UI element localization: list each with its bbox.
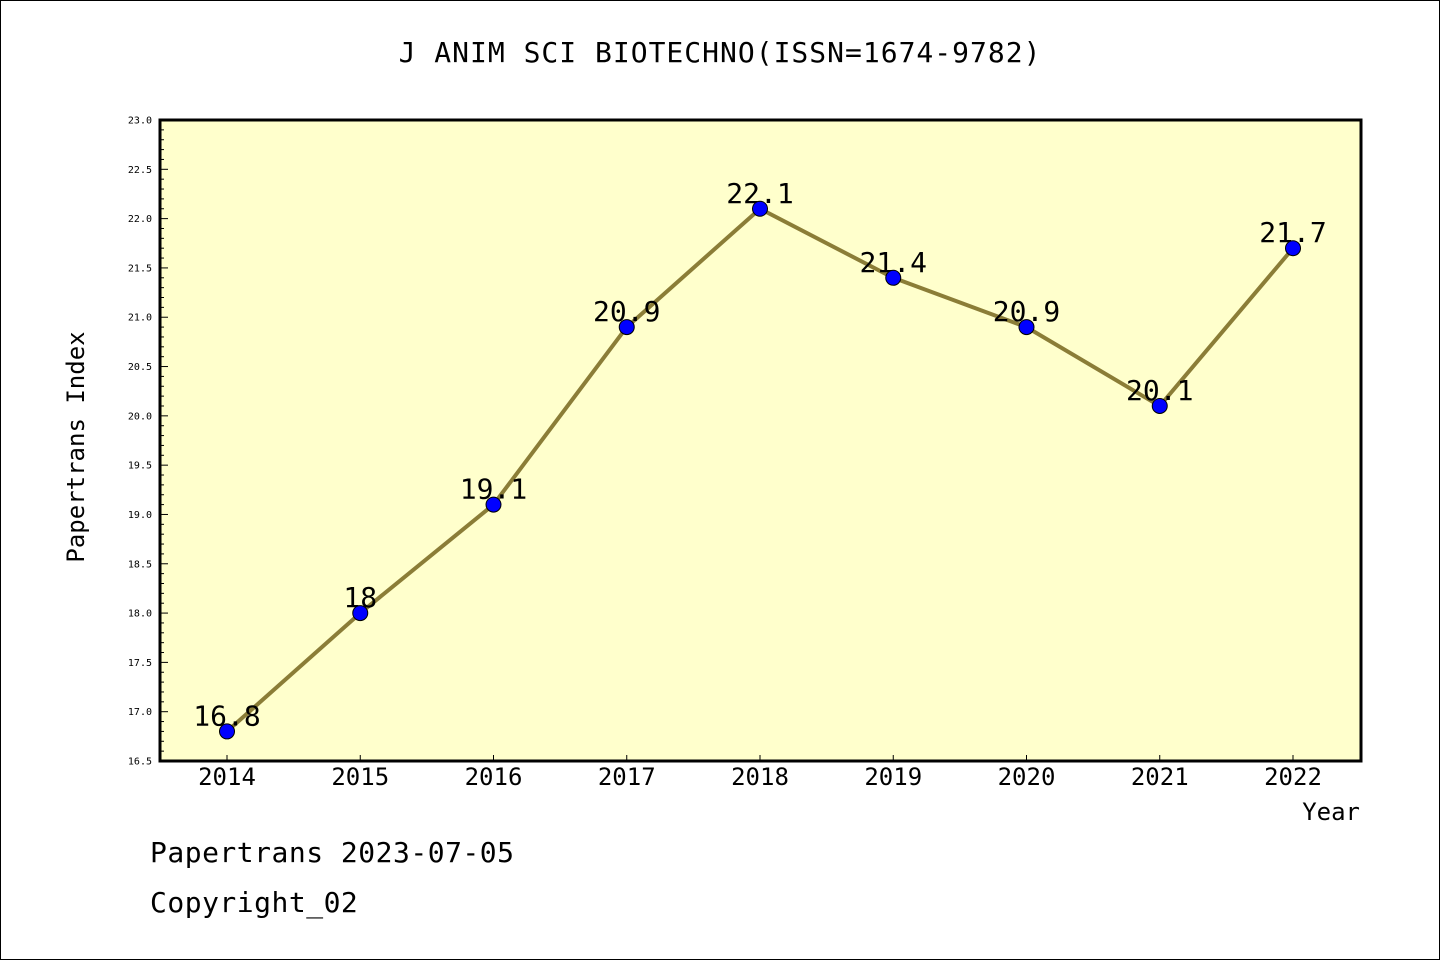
data-point — [352, 605, 369, 622]
y-tick-label: 19.0 — [128, 510, 152, 521]
footer-date: Papertrans 2023-07-05 — [150, 836, 515, 869]
x-tick-label: 2022 — [1264, 763, 1322, 791]
x-tick-label: 2014 — [198, 763, 256, 791]
x-axis: 2014 2015 2016 2017 2018 2019 2020 2021 2022 — [198, 755, 1322, 791]
data-point — [1151, 397, 1168, 414]
x-tick-label: 2015 — [331, 763, 389, 791]
y-tick-label: 18.5 — [128, 559, 152, 570]
data-point — [885, 269, 902, 286]
y-tick-label: 19.5 — [128, 461, 152, 472]
x-tick-label: 2017 — [598, 763, 656, 791]
x-tick-label: 2021 — [1131, 763, 1189, 791]
y-tick-label: 18.0 — [128, 609, 152, 620]
y-axis-title: Papertrans Index — [62, 331, 90, 562]
x-tick-label: 2019 — [864, 763, 922, 791]
data-point — [1018, 319, 1035, 336]
chart-title: J ANIM SCI BIOTECHNO(ISSN=1674-9782) — [398, 36, 1042, 69]
y-tick-label: 16.5 — [128, 757, 152, 768]
x-axis-title: Year — [1302, 798, 1360, 826]
x-tick-label: 2016 — [465, 763, 523, 791]
data-point — [1285, 240, 1301, 257]
y-tick-label: 22.0 — [128, 214, 152, 225]
data-point — [752, 200, 768, 217]
plot-area — [158, 118, 1363, 763]
data-point — [485, 496, 502, 513]
y-tick-label: 20.5 — [128, 362, 152, 373]
x-tick-label: 2020 — [998, 763, 1056, 791]
y-tick-label: 23.0 — [128, 116, 152, 127]
y-tick-label: 21.0 — [128, 313, 152, 324]
y-tick-label: 20.0 — [128, 411, 152, 422]
x-tick-label: 2018 — [731, 763, 789, 791]
y-tick-label: 17.0 — [128, 707, 152, 718]
y-axis: 16.5 17.0 17.5 18.0 18.5 19.0 19.5 20.0 20.5 21.0… — [128, 116, 168, 768]
data-point — [219, 723, 235, 740]
data-point — [618, 319, 635, 336]
y-tick-label: 22.5 — [128, 165, 152, 176]
y-tick-label: 17.5 — [128, 658, 152, 669]
y-tick-label: 21.5 — [128, 263, 152, 274]
footer-copyright: Copyright_02 — [150, 886, 359, 919]
